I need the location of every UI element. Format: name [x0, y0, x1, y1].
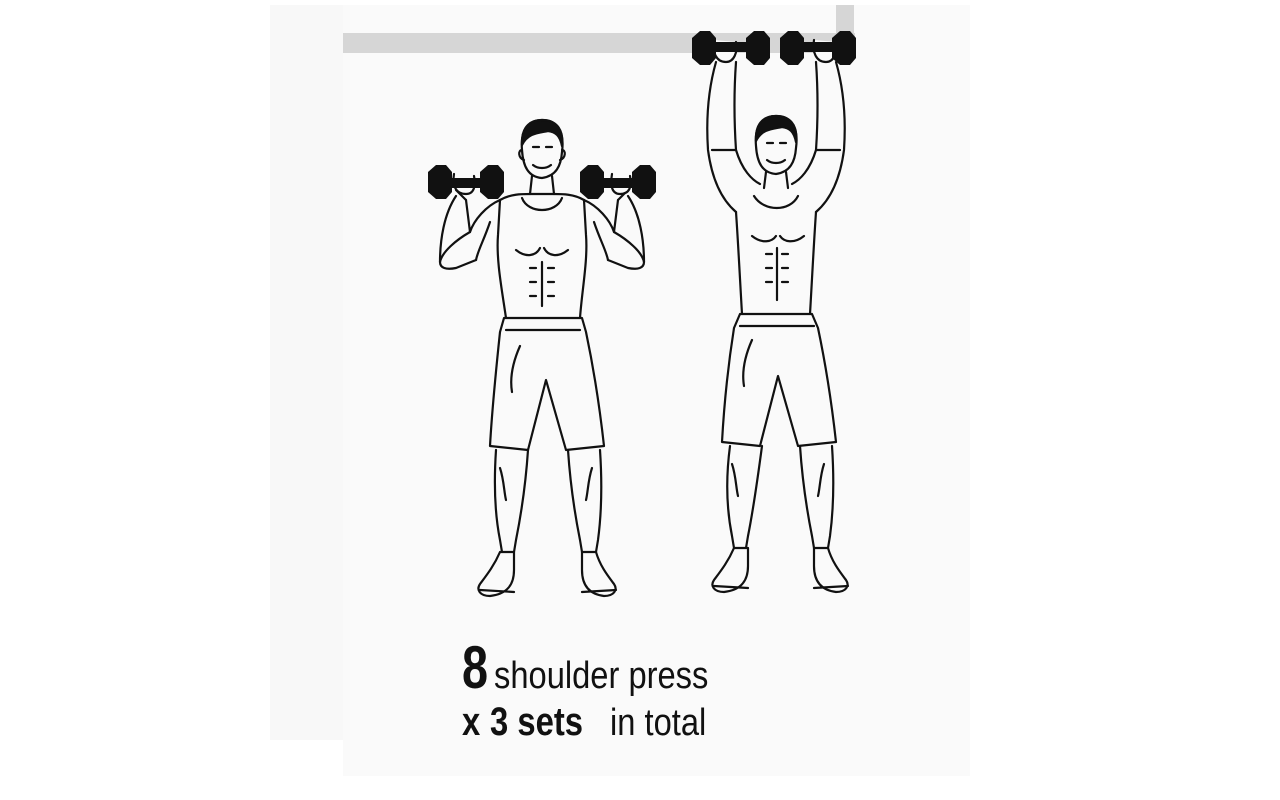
reps-line: 8 shoulder press — [462, 638, 744, 702]
hair-icon — [520, 118, 564, 148]
end-dumbbell-right — [780, 31, 856, 65]
start-dumbbell-left — [428, 165, 504, 199]
multiplier: x — [462, 700, 481, 744]
end-dumbbell-left — [692, 31, 770, 65]
start-position-figure — [438, 118, 646, 598]
sets-suffix: in total — [609, 702, 706, 744]
end-position-figure — [706, 38, 850, 594]
reps-count: 8 — [462, 634, 488, 701]
hair-icon — [754, 114, 798, 144]
sets-count: 3 sets — [490, 700, 584, 744]
pullup-bar — [343, 33, 855, 53]
start-dumbbell-right — [580, 165, 656, 199]
exercise-name: shoulder press — [494, 655, 709, 697]
card-panel — [343, 5, 970, 776]
